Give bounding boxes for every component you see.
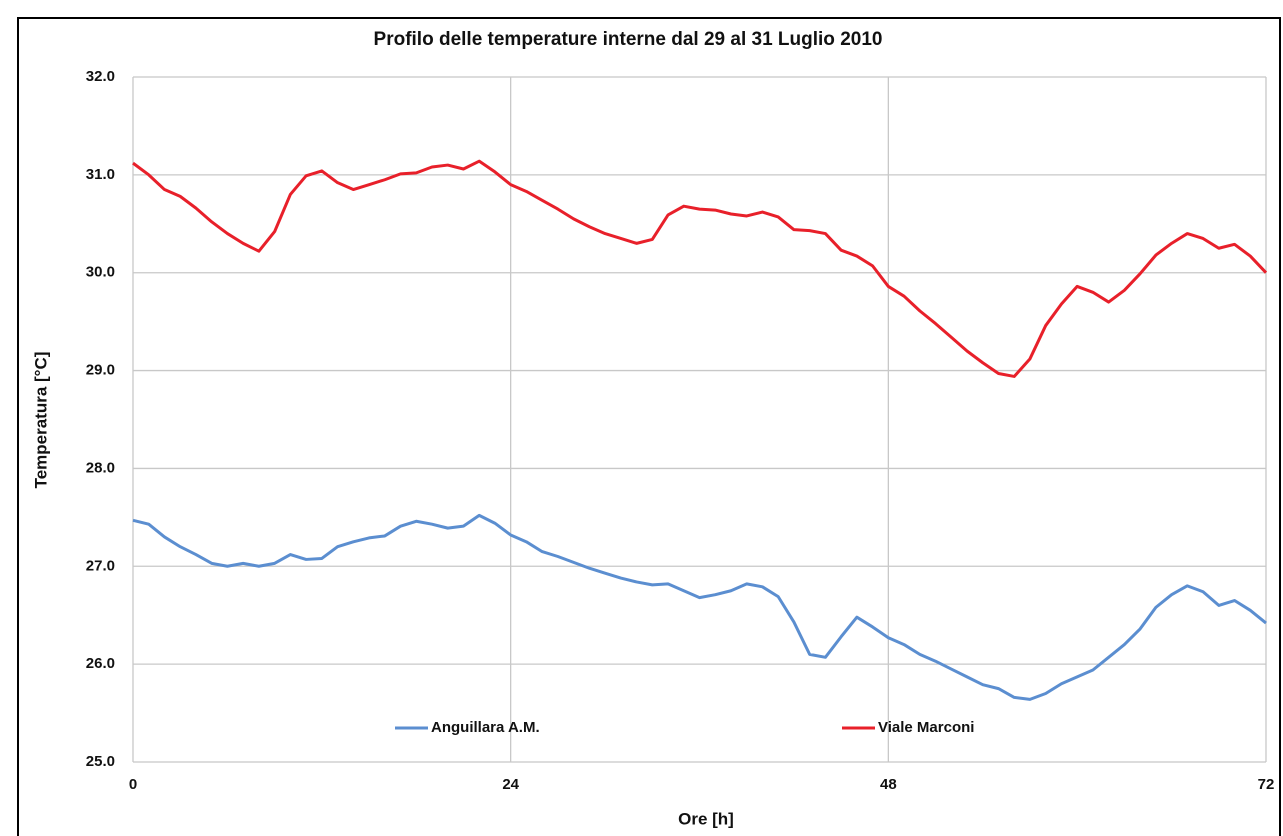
- x-tick-label: 72: [1258, 776, 1275, 793]
- frame: [17, 17, 1281, 836]
- legend-label: Anguillara A.M.: [431, 719, 540, 736]
- series-line: [132, 159, 1268, 378]
- y-tick-label: 25.0: [86, 753, 115, 770]
- y-tick-label: 26.0: [86, 655, 115, 672]
- x-tick-label: 48: [880, 776, 897, 793]
- x-tick-label: 0: [129, 776, 137, 793]
- chart-title: Profilo delle temperature interne dal 29…: [374, 29, 883, 50]
- x-tick-label: 24: [502, 776, 519, 793]
- series-line: [132, 513, 1267, 701]
- y-tick-label: 32.0: [86, 68, 115, 85]
- y-axis-label: Temperatura [°C]: [31, 352, 50, 489]
- y-tick-label: 28.0: [86, 459, 115, 476]
- x-axis-label: Ore [h]: [678, 809, 734, 828]
- y-tick-label: 29.0: [86, 362, 115, 379]
- legend-label: Viale Marconi: [878, 719, 974, 736]
- y-tick-label: 30.0: [86, 264, 115, 281]
- y-tick-label: 27.0: [86, 557, 115, 574]
- y-tick-label: 31.0: [86, 166, 115, 183]
